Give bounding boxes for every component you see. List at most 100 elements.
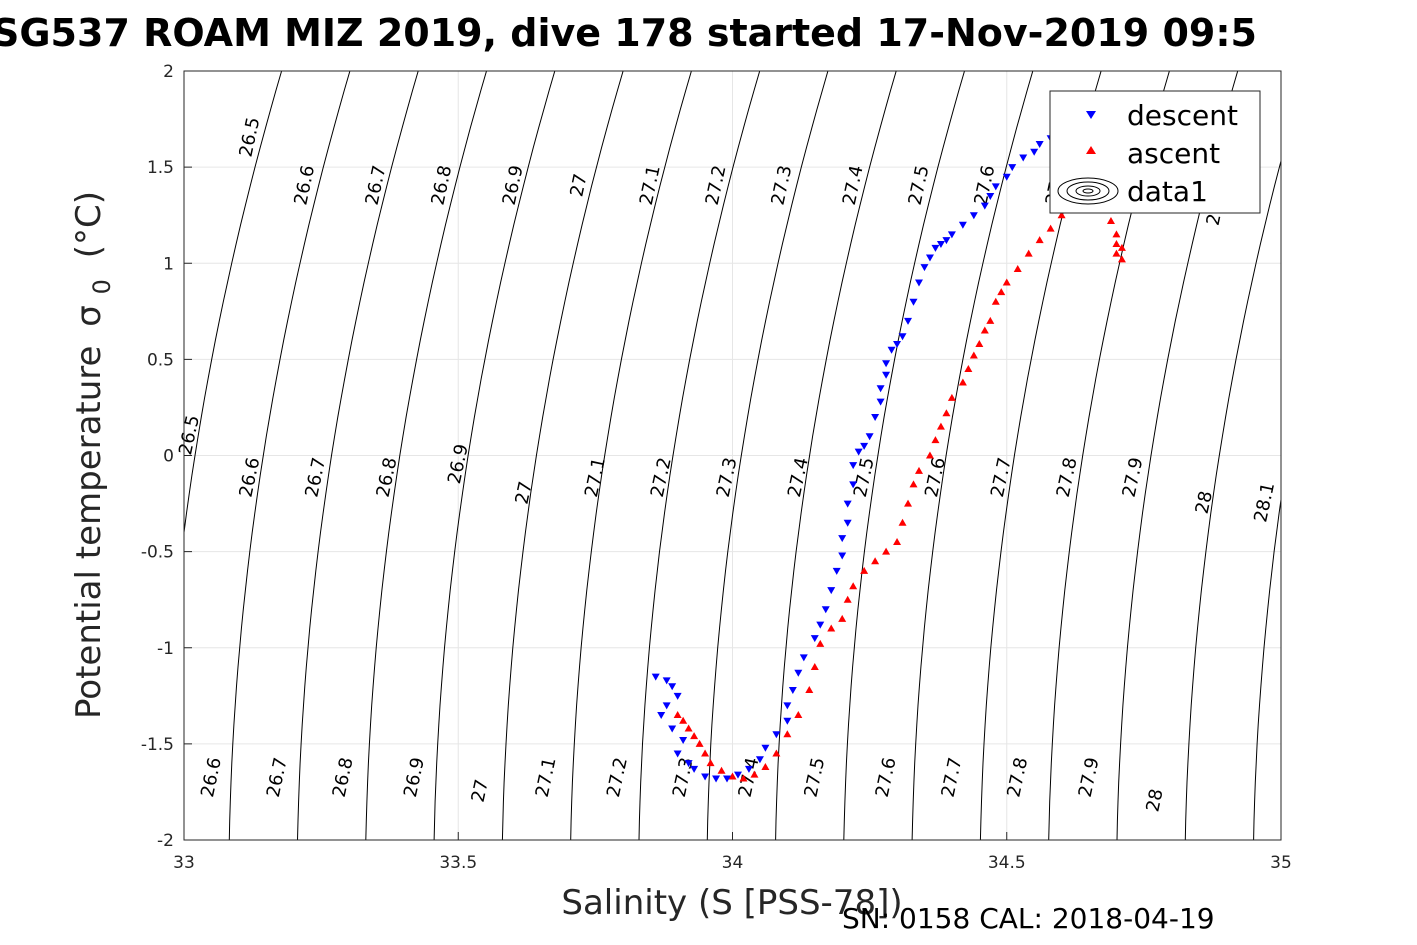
ascent-point xyxy=(931,436,940,444)
ascent-point xyxy=(679,716,688,724)
ascent-point xyxy=(717,766,726,774)
descent-point xyxy=(684,760,693,768)
isopycnal-line xyxy=(365,71,487,840)
descent-point xyxy=(783,702,792,710)
ascent-point xyxy=(843,595,852,603)
chart-title: SG537 ROAM MIZ 2019, dive 178 started 17… xyxy=(0,11,1257,55)
descent-point xyxy=(969,212,978,220)
ascent-point xyxy=(871,557,880,565)
descent-point xyxy=(821,606,830,614)
ascent-point xyxy=(761,762,770,770)
ascent-point xyxy=(1112,249,1121,257)
contour-label: 27 xyxy=(468,777,493,804)
descent-point xyxy=(947,231,956,239)
ascent-point xyxy=(975,339,984,347)
contour-label: 28 xyxy=(1142,787,1167,814)
ascent-point xyxy=(1046,224,1055,232)
descent-point xyxy=(794,669,803,677)
descent-point xyxy=(882,371,891,379)
descent-point xyxy=(849,462,858,470)
isopycnal-line xyxy=(1184,158,1281,840)
descent-point xyxy=(723,775,732,783)
x-tick-label: 33 xyxy=(173,853,195,873)
ascent-point xyxy=(690,732,699,740)
ascent-point xyxy=(1057,211,1066,219)
x-tick-label: 33.5 xyxy=(439,853,477,873)
ascent-point xyxy=(964,364,973,372)
ascent-point xyxy=(1117,255,1126,263)
descent-point xyxy=(958,221,967,229)
y-axis-ticks: -2 -1.5 -1 -0.5 0 0.5 1 1.5 2 xyxy=(141,62,192,851)
descent-point xyxy=(904,317,913,325)
y-tick-label: 0.5 xyxy=(147,350,174,370)
ascent-point xyxy=(810,662,819,670)
descent-point xyxy=(799,654,808,662)
isopycnal-line xyxy=(228,71,351,840)
isopycnal-line xyxy=(297,71,419,840)
ascent-point xyxy=(893,538,902,546)
ascent-point xyxy=(969,351,978,359)
descent-point xyxy=(673,750,682,758)
x-tick-label: 34 xyxy=(722,853,744,873)
isopycnal-line xyxy=(433,71,556,840)
descent-point xyxy=(662,677,671,685)
ascent-point xyxy=(947,393,956,401)
descent-point xyxy=(893,340,902,348)
isopycnal-line xyxy=(638,71,761,840)
isopycnal-line xyxy=(775,71,897,840)
descent-point xyxy=(1019,154,1028,162)
ascent-point xyxy=(991,297,1000,305)
ascent-point xyxy=(904,499,913,507)
descent-point xyxy=(679,737,688,745)
descent-point xyxy=(1002,173,1011,181)
descent-point xyxy=(843,519,852,527)
descent-point xyxy=(810,635,819,643)
isopycnal-line xyxy=(1253,496,1281,840)
legend-ascent-label: ascent xyxy=(1127,137,1220,170)
y-tick-label: -0.5 xyxy=(141,543,174,563)
ascent-point xyxy=(849,582,858,590)
ascent-point xyxy=(805,686,814,694)
descent-point xyxy=(783,717,792,725)
isopycnal-line xyxy=(570,71,692,840)
ascent-point xyxy=(772,749,781,757)
descent-point xyxy=(887,346,896,354)
descent-point xyxy=(772,731,781,739)
descent-point xyxy=(920,264,929,272)
descent-point xyxy=(876,398,885,406)
ascent-point xyxy=(942,409,951,417)
y-tick-label: -1 xyxy=(157,639,174,659)
isopycnal-line xyxy=(843,71,965,840)
y-tick-label: 2 xyxy=(163,62,174,82)
contour-label: 27 xyxy=(566,172,591,199)
ascent-point xyxy=(1035,236,1044,244)
descent-point xyxy=(865,433,874,441)
descent-point xyxy=(838,535,847,543)
contour-label: 28 xyxy=(1192,489,1217,516)
ascent-point xyxy=(1002,278,1011,286)
ascent-point xyxy=(860,566,869,574)
ascent-point xyxy=(838,614,847,622)
y-axis-title-symbol: σ xyxy=(69,305,109,327)
y-tick-label: 0 xyxy=(163,447,174,467)
descent-series xyxy=(651,125,1077,783)
contour-label: 27 xyxy=(512,479,537,506)
descent-point xyxy=(838,552,847,560)
descent-point xyxy=(876,385,885,393)
descent-point xyxy=(1030,148,1039,156)
descent-point xyxy=(816,621,825,629)
descent-point xyxy=(871,414,880,422)
descent-point xyxy=(1008,164,1017,172)
ascent-point xyxy=(898,518,907,526)
descent-point xyxy=(701,773,710,781)
descent-point xyxy=(733,771,742,779)
descent-point xyxy=(712,775,721,783)
isopycnal-line xyxy=(501,71,624,840)
ascent-point xyxy=(925,451,934,459)
descent-point xyxy=(898,333,907,341)
ascent-point xyxy=(827,624,836,632)
legend-contour-icon xyxy=(1057,177,1119,205)
ascent-point xyxy=(936,422,945,430)
ascent-point xyxy=(958,378,967,386)
